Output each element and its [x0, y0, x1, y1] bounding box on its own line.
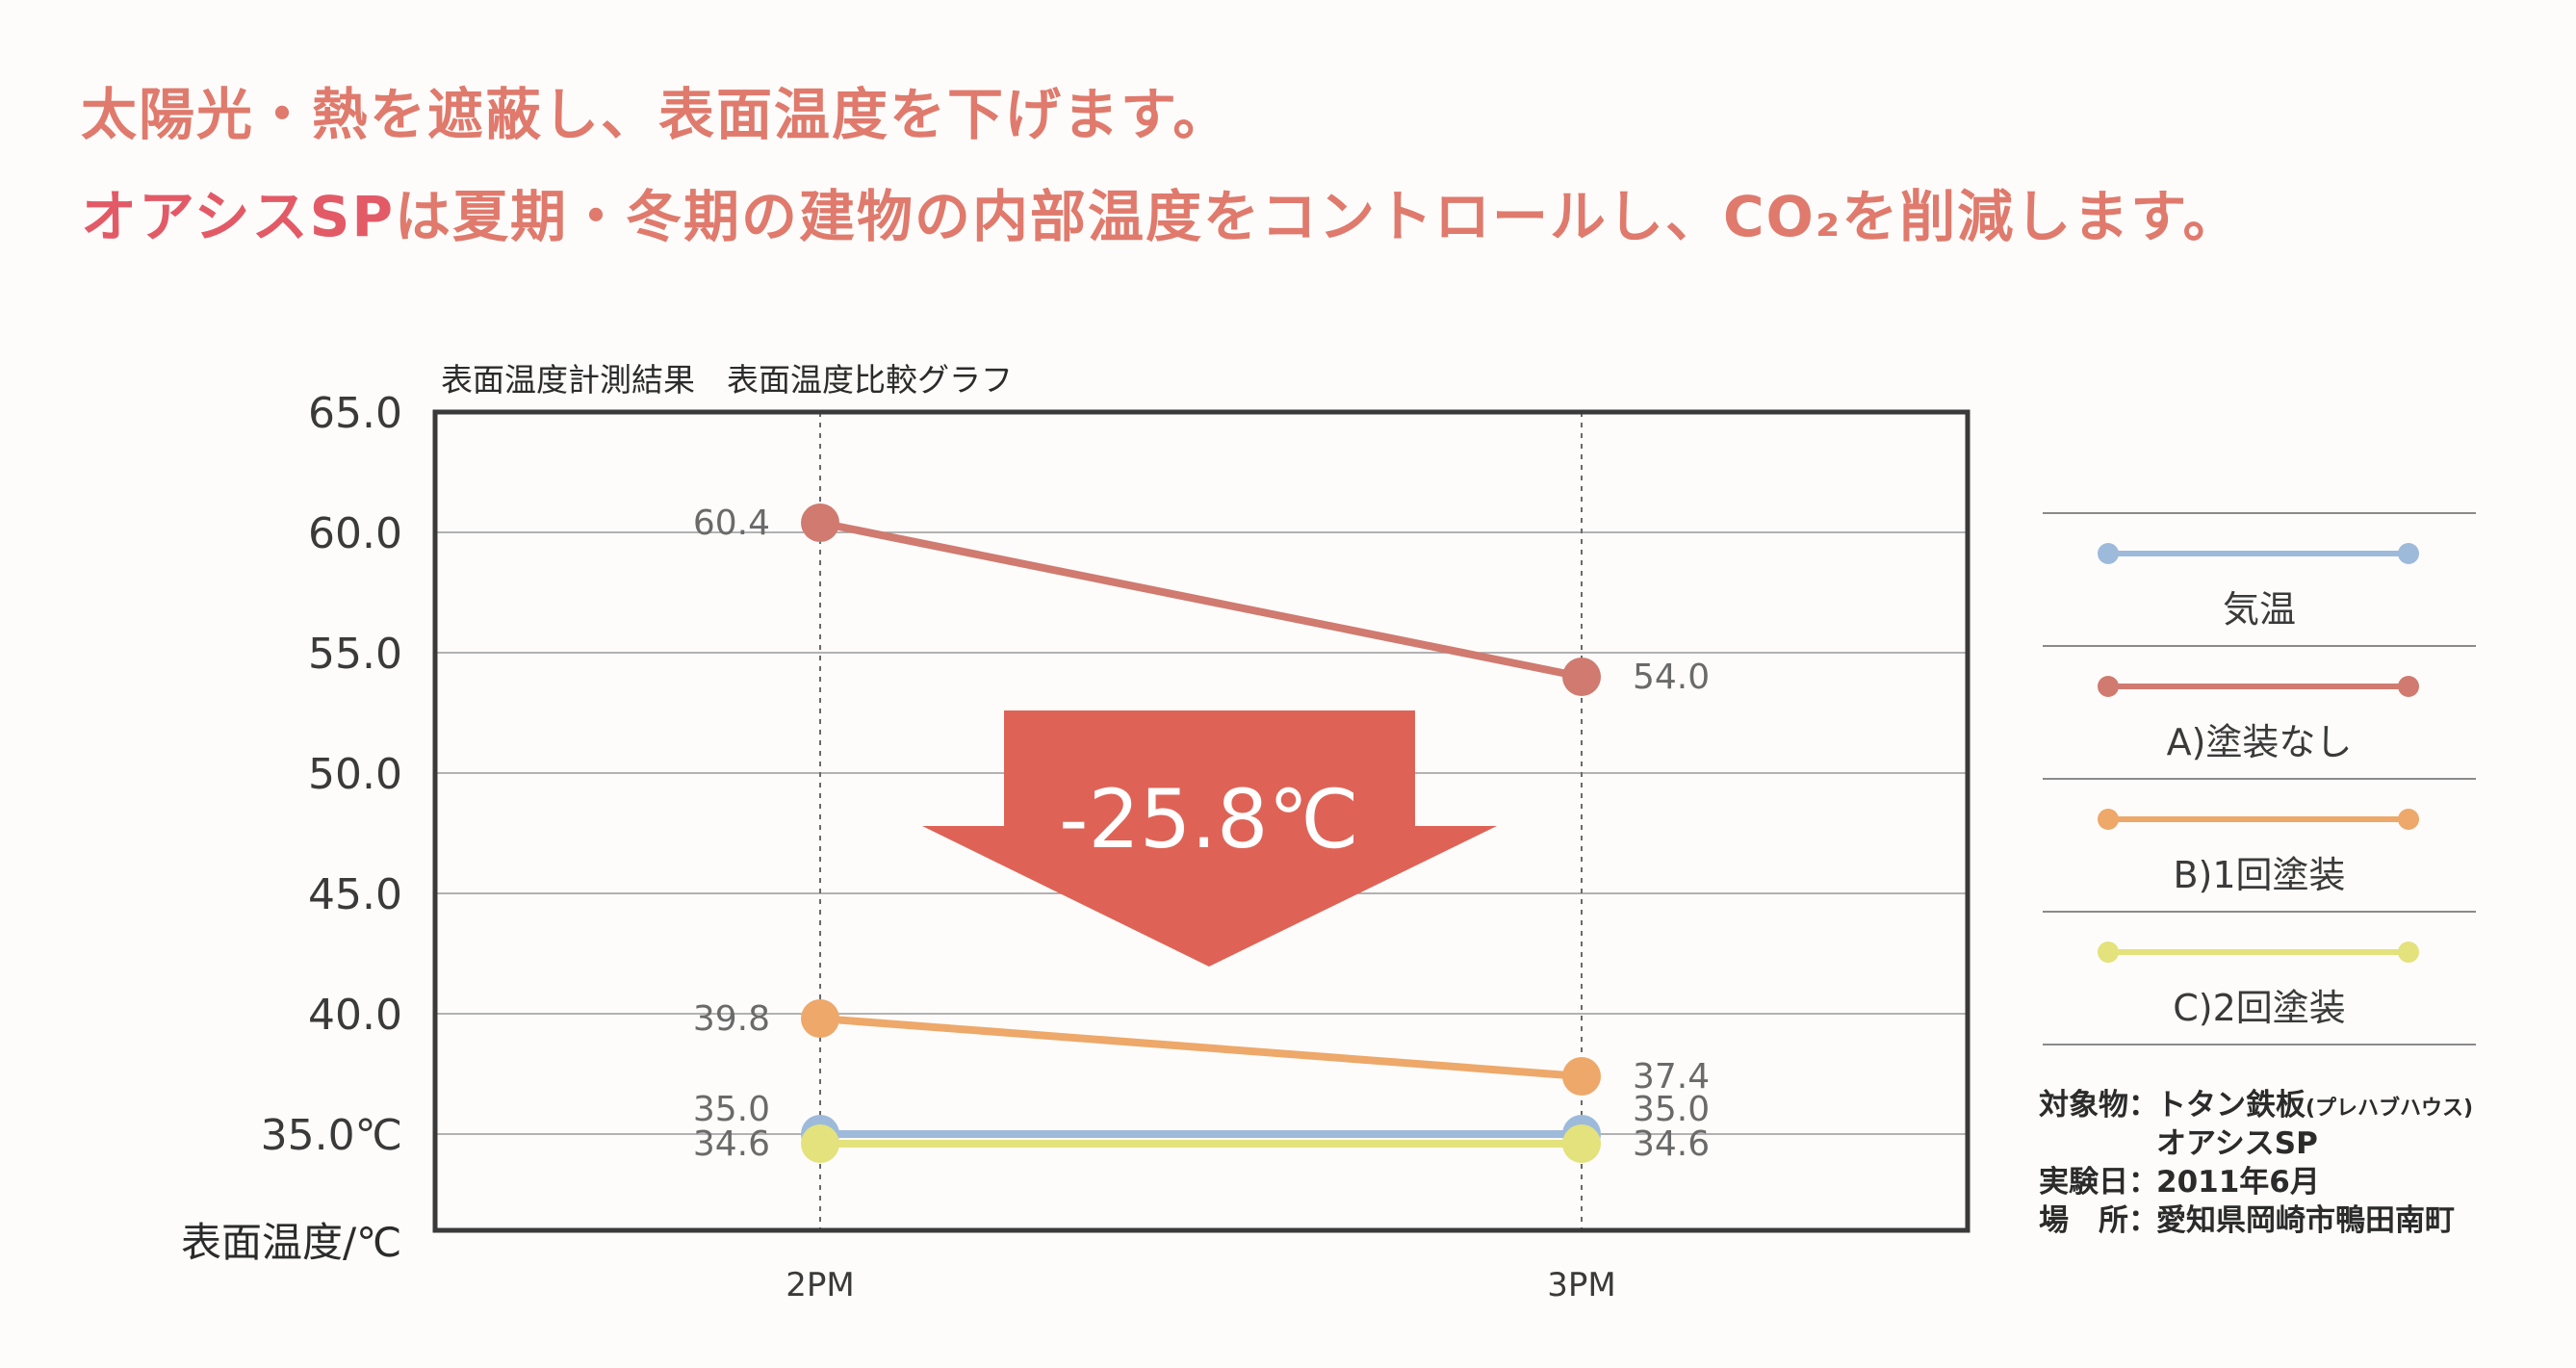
info-date-label: 実験日：: [2039, 1165, 2158, 1200]
legend-swatch-marker: [2398, 676, 2419, 697]
x-tick-label: 2PM: [786, 1266, 854, 1304]
data-label: 60.4: [693, 503, 770, 543]
data-label: 35.0: [693, 1090, 770, 1129]
legend-swatch: [2098, 543, 2419, 564]
chart-title: 表面温度計測結果 表面温度比較グラフ: [441, 361, 1013, 399]
y-tick-label: 65.0: [308, 389, 402, 438]
y-tick-label: 45.0: [308, 870, 402, 919]
data-label: 35.0: [1633, 1090, 1710, 1129]
info-place-label: 場 所：: [2039, 1203, 2158, 1238]
y-tick-label: 35.0℃: [261, 1111, 402, 1160]
info-subject: 対象物：トタン鉄板(プレハブハウス): [2039, 1080, 2473, 1123]
legend-swatch: [2098, 676, 2419, 697]
y-tick-label: 60.0: [308, 509, 402, 558]
info-subject-label: 対象物：: [2039, 1088, 2158, 1123]
data-label: 54.0: [1633, 658, 1710, 697]
y-axis-label: 表面温度/℃: [181, 1219, 401, 1266]
legend-swatch-marker: [2098, 809, 2119, 830]
legend-swatch-marker: [2098, 676, 2119, 697]
info-date: 実験日：2011年6月: [2039, 1157, 2320, 1200]
headline-product-name: オアシスSP: [81, 184, 395, 249]
info-place: 場 所：愛知県岡崎市鴨田南町: [2039, 1196, 2455, 1239]
legend-item: 気温: [2043, 514, 2476, 647]
legend-item: B)1回塗装: [2043, 780, 2476, 913]
legend-label: 気温: [2222, 588, 2296, 631]
temperature-drop-arrow: [922, 710, 1497, 967]
y-tick-label: 50.0: [308, 750, 402, 799]
legend-swatch: [2098, 809, 2419, 830]
legend-item: C)2回塗装: [2043, 913, 2476, 1045]
info-subject-2: オアシスSP: [2156, 1126, 2318, 1161]
legend-swatch-marker: [2398, 942, 2419, 963]
headline-line-2: オアシスSPは夏期・冬期の建物の内部温度をコントロールし、CO₂を削減します。: [81, 171, 2240, 252]
legend-swatch-marker: [2098, 942, 2119, 963]
legend-swatch-marker: [2098, 543, 2119, 564]
series-line: [816, 519, 1585, 681]
headline-line-2-text: は夏期・冬期の建物の内部温度をコントロールし、CO₂を削減します。: [394, 184, 2241, 249]
legend-label: C)2回塗装: [2173, 987, 2346, 1029]
data-label: 34.6: [693, 1124, 770, 1164]
legend-swatch-marker: [2398, 809, 2419, 830]
legend-swatch-marker: [2398, 543, 2419, 564]
data-point: [801, 503, 839, 542]
info-date-value: 2011年6月: [2156, 1165, 2320, 1200]
data-point: [1562, 1057, 1601, 1096]
legend-item: A)塗装なし: [2043, 647, 2476, 780]
y-tick-label: 55.0: [308, 630, 402, 679]
info-subject-note: (プレハブハウス): [2306, 1097, 2474, 1121]
data-point: [1562, 658, 1601, 696]
x-tick-label: 3PM: [1547, 1266, 1615, 1304]
series-line: [816, 1015, 1585, 1080]
legend-swatch: [2098, 942, 2419, 963]
data-label: 37.4: [1633, 1057, 1710, 1097]
legend-top-rule: [2043, 512, 2476, 514]
info-place-value: 愛知県岡崎市鴨田南町: [2156, 1203, 2455, 1238]
legend-label: A)塗装なし: [2166, 721, 2353, 763]
y-tick-label: 40.0: [308, 991, 402, 1040]
data-label: 34.6: [1633, 1124, 1710, 1164]
temperature-drop-label: -25.8℃: [1059, 772, 1359, 866]
info-subject-value: トタン鉄板: [2156, 1088, 2306, 1123]
headline-line-1: 太陽光・熱を遮蔽し、表面温度を下げます。: [81, 82, 1231, 147]
data-point: [1562, 1124, 1601, 1163]
data-point: [801, 999, 839, 1038]
legend-label: B)1回塗装: [2173, 854, 2346, 896]
plot-frame: [432, 409, 1971, 1233]
data-point: [801, 1124, 839, 1163]
data-label: 39.8: [693, 999, 770, 1039]
